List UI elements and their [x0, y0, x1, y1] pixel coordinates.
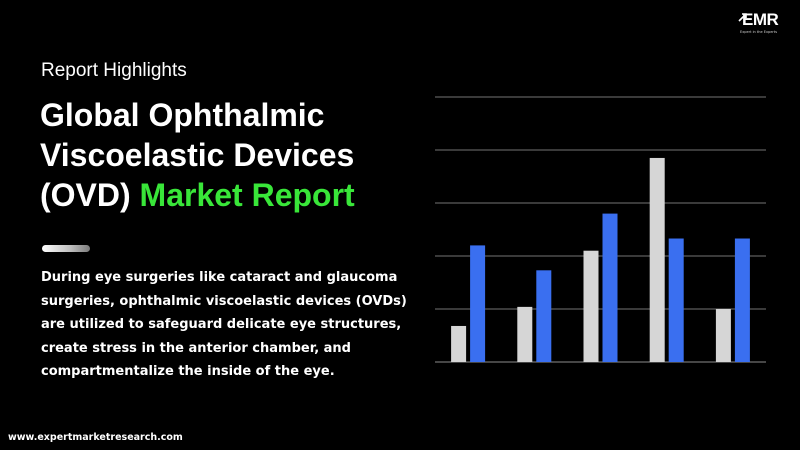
bar-series-2-group-5 [734, 238, 750, 362]
title-line-2: Viscoelastic Devices [40, 137, 355, 173]
emr-logo: EMR Expert in the Experts [738, 8, 794, 38]
logo-tagline: Expert in the Experts [740, 30, 778, 34]
page-title: Global Ophthalmic Viscoelastic Devices (… [40, 95, 430, 215]
title-line-3-plain: (OVD) [40, 177, 140, 213]
logo-arrow-icon [738, 13, 747, 22]
bar-series-1-group-5 [715, 309, 731, 362]
bar-series-2-group-2 [536, 270, 552, 362]
bar-series-2-group-4 [668, 238, 684, 362]
title-line-1: Global Ophthalmic [40, 97, 325, 133]
bar-series-1-group-4 [649, 157, 665, 362]
report-highlights-label: Report Highlights [41, 60, 187, 81]
website-url: www.expertmarketresearch.com [8, 432, 183, 443]
bar-series-2-group-1 [470, 245, 486, 362]
title-line-3: (OVD) Market Report [40, 175, 430, 215]
divider-bar [42, 245, 90, 252]
title-line-3-accent: Market Report [139, 177, 355, 213]
bar-series-2-group-3 [602, 213, 618, 362]
logo-text: EMR [742, 10, 779, 29]
report-description: During eye surgeries like cataract and g… [41, 270, 407, 379]
bar-series-1-group-1 [451, 325, 467, 362]
bar-series-1-group-2 [517, 306, 533, 362]
bar-series-1-group-3 [583, 250, 599, 362]
